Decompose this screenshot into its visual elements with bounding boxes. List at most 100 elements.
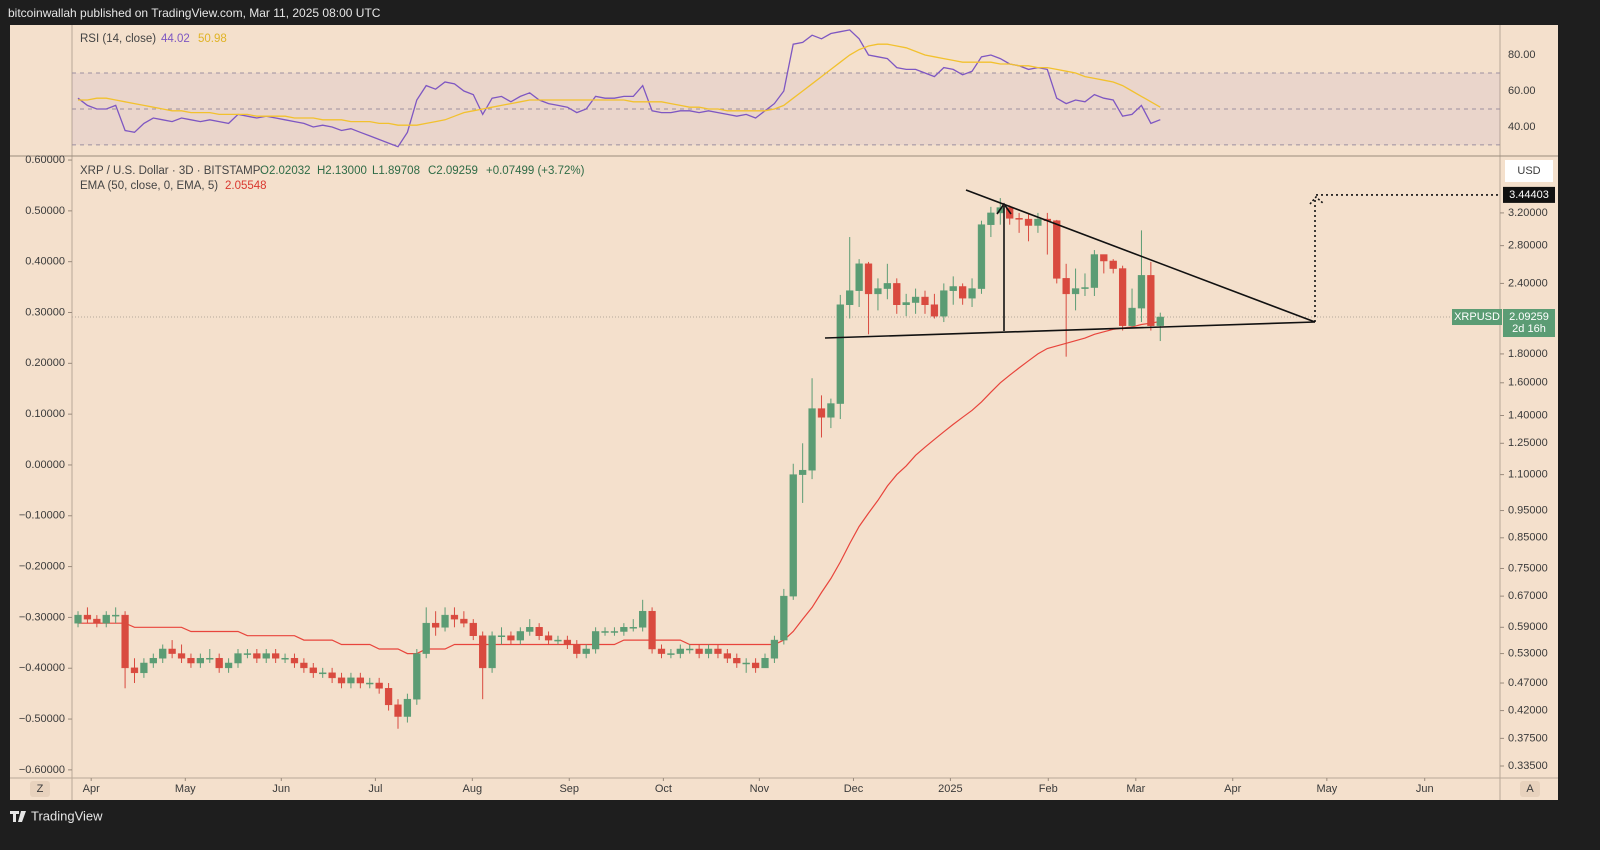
- candle-body: [742, 662, 750, 665]
- z-button[interactable]: [30, 781, 50, 797]
- y-tick-label: 0.95000: [1508, 504, 1548, 516]
- candle-body: [526, 627, 534, 632]
- candle-body: [450, 614, 459, 620]
- candle-body: [695, 648, 703, 654]
- y-tick-label: 0.33500: [1508, 760, 1548, 772]
- candle-body: [620, 627, 628, 632]
- projection-arrow: [1309, 195, 1325, 205]
- x-tick-label: Jul: [368, 783, 382, 795]
- candle-body: [648, 610, 656, 650]
- currency[interactable]: USD: [1517, 165, 1540, 177]
- candle-body: [639, 610, 647, 628]
- y-tick-label: 0.37500: [1508, 732, 1548, 744]
- candle-body: [1109, 260, 1117, 269]
- left-y-tick-label: −0.30000: [19, 611, 65, 623]
- publisher: bitcoinwallah published on TradingView.c…: [8, 6, 381, 20]
- candle-body: [319, 672, 327, 675]
- left-y-tick-label: 0.10000: [25, 408, 65, 420]
- candle-body: [243, 653, 252, 655]
- candle-body: [864, 263, 873, 295]
- x-tick-label: Oct: [655, 783, 672, 795]
- price-label: 2.09259: [1509, 311, 1549, 323]
- x-tick-label: Mar: [1126, 783, 1145, 795]
- candle-body: [846, 290, 854, 305]
- left-y-tick-label: −0.10000: [19, 510, 65, 522]
- candle-body: [1118, 268, 1127, 326]
- candle-body: [930, 304, 939, 317]
- candle-body: [874, 288, 882, 295]
- open-label: O2.02032: [260, 165, 311, 177]
- target-label: 3.44403: [1509, 189, 1549, 201]
- x-tick-label: Aug: [463, 783, 483, 795]
- candle-body: [1081, 287, 1089, 289]
- candle-body: [488, 635, 496, 669]
- candle-body: [601, 631, 609, 633]
- y-tick-label: 0.47000: [1508, 677, 1548, 689]
- close-label: C2.09259: [428, 165, 478, 177]
- candle-body: [460, 618, 468, 624]
- candle-body: [1147, 275, 1155, 326]
- y-tick-label: 0.42000: [1508, 704, 1548, 716]
- candle-body: [1071, 288, 1080, 295]
- currency-box[interactable]: [1505, 160, 1553, 182]
- rsi-tick-label: 60.00: [1508, 85, 1536, 97]
- y-tick-label: 1.40000: [1508, 409, 1548, 421]
- brand-logo: [10, 811, 26, 822]
- candle-body: [290, 657, 299, 664]
- candle-body: [102, 614, 110, 624]
- candle-body: [168, 648, 176, 654]
- candle-body: [224, 662, 233, 669]
- a-button[interactable]: [1520, 781, 1540, 797]
- candle-body: [328, 672, 336, 679]
- candle-body: [723, 653, 732, 659]
- candle-body: [140, 662, 148, 674]
- a-button-label[interactable]: A: [1526, 783, 1534, 795]
- target-box: [1503, 186, 1555, 203]
- z-button-label[interactable]: Z: [37, 783, 44, 795]
- x-tick-label: Sep: [559, 783, 579, 795]
- plot-layer: 80.00 60.00 40.00 3.20000 2.80000 2.40000 1.80…: [19, 29, 1555, 795]
- change-label: +0.07499 (+3.72%): [486, 165, 585, 177]
- candle-body: [159, 648, 167, 659]
- candle-body: [751, 662, 760, 669]
- candle-body: [591, 631, 600, 650]
- candle-body: [196, 657, 205, 664]
- candle-body: [441, 614, 449, 628]
- candle-body: [1100, 254, 1108, 262]
- candle-body: [911, 296, 920, 303]
- y-tick-label: 2.40000: [1508, 277, 1548, 289]
- drawings: [824, 189, 1325, 339]
- symbol: XRP / U.S. Dollar · 3D · BITSTAMP: [80, 165, 261, 177]
- candle-body: [479, 635, 487, 669]
- candle-body: [789, 474, 797, 597]
- candle-body: [469, 622, 477, 636]
- candle-body: [949, 286, 957, 291]
- candle-body: [337, 677, 346, 684]
- ticker-box: [1452, 309, 1502, 326]
- x-tick-label: Apr: [1224, 783, 1241, 795]
- price-box: [1503, 309, 1555, 338]
- candle-body: [187, 657, 195, 664]
- candle-body: [554, 639, 562, 642]
- candle-body: [1024, 218, 1033, 226]
- x-tick-label: Jun: [1416, 783, 1434, 795]
- candle-body: [667, 653, 675, 655]
- high-label: H2.13000: [317, 165, 367, 177]
- candle-body: [676, 648, 684, 654]
- candle-body: [535, 627, 543, 636]
- x-tick-label: Jun: [272, 783, 290, 795]
- candle-body: [206, 657, 214, 660]
- candle-body: [959, 286, 967, 299]
- candle-body: [375, 682, 383, 689]
- left-y-tick-label: 0.20000: [25, 357, 65, 369]
- candle-body: [272, 653, 280, 659]
- candle-body: [836, 304, 844, 404]
- candle-body: [177, 653, 186, 659]
- candle-body: [1128, 307, 1136, 326]
- candle-body: [657, 648, 666, 654]
- candle-body: [704, 648, 713, 654]
- ema-value: 2.05548: [225, 180, 267, 192]
- candle-body: [780, 595, 788, 641]
